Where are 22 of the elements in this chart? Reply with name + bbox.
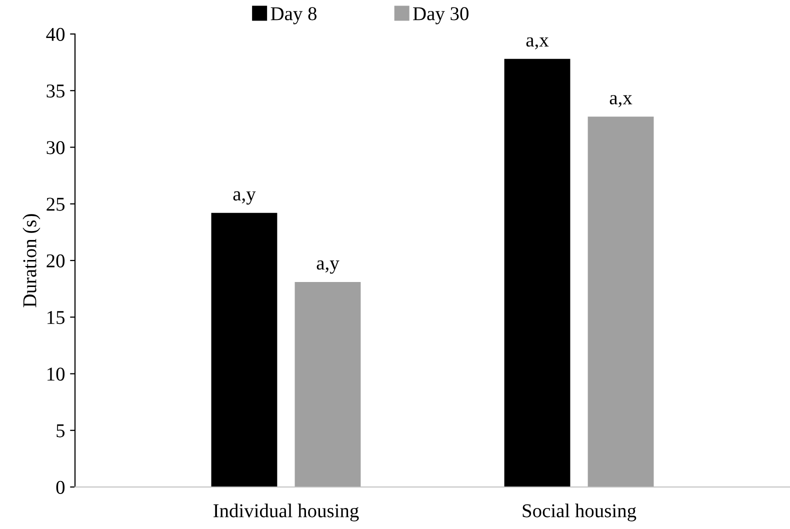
y-tick-label: 20 (46, 254, 65, 268)
x-tick-label: Individual housing (214, 504, 359, 522)
y-axis-title: Duration (s) (22, 214, 40, 308)
y-tick-label: 30 (46, 141, 65, 154)
legend-label: Day 30 (413, 7, 468, 24)
y-tick-label: 5 (56, 424, 65, 438)
data-label: a,x (610, 95, 632, 108)
data-label: a,x (526, 37, 549, 50)
legend-label: Day 8 (270, 7, 317, 24)
y-tick-label: 10 (48, 368, 65, 381)
bar (211, 212, 278, 487)
y-tick-label: 25 (46, 198, 65, 211)
y-tick-label: 35 (46, 84, 65, 98)
x-tick-label: Social housing (522, 504, 636, 522)
data-label: a,y (316, 260, 340, 274)
bar (504, 58, 570, 487)
bar (588, 116, 654, 487)
y-tick-label: 0 (56, 480, 65, 494)
y-tick-label: 15 (48, 311, 65, 324)
data-label: a,y (233, 191, 256, 205)
y-tick-label: 40 (46, 28, 65, 41)
bar (294, 282, 361, 487)
